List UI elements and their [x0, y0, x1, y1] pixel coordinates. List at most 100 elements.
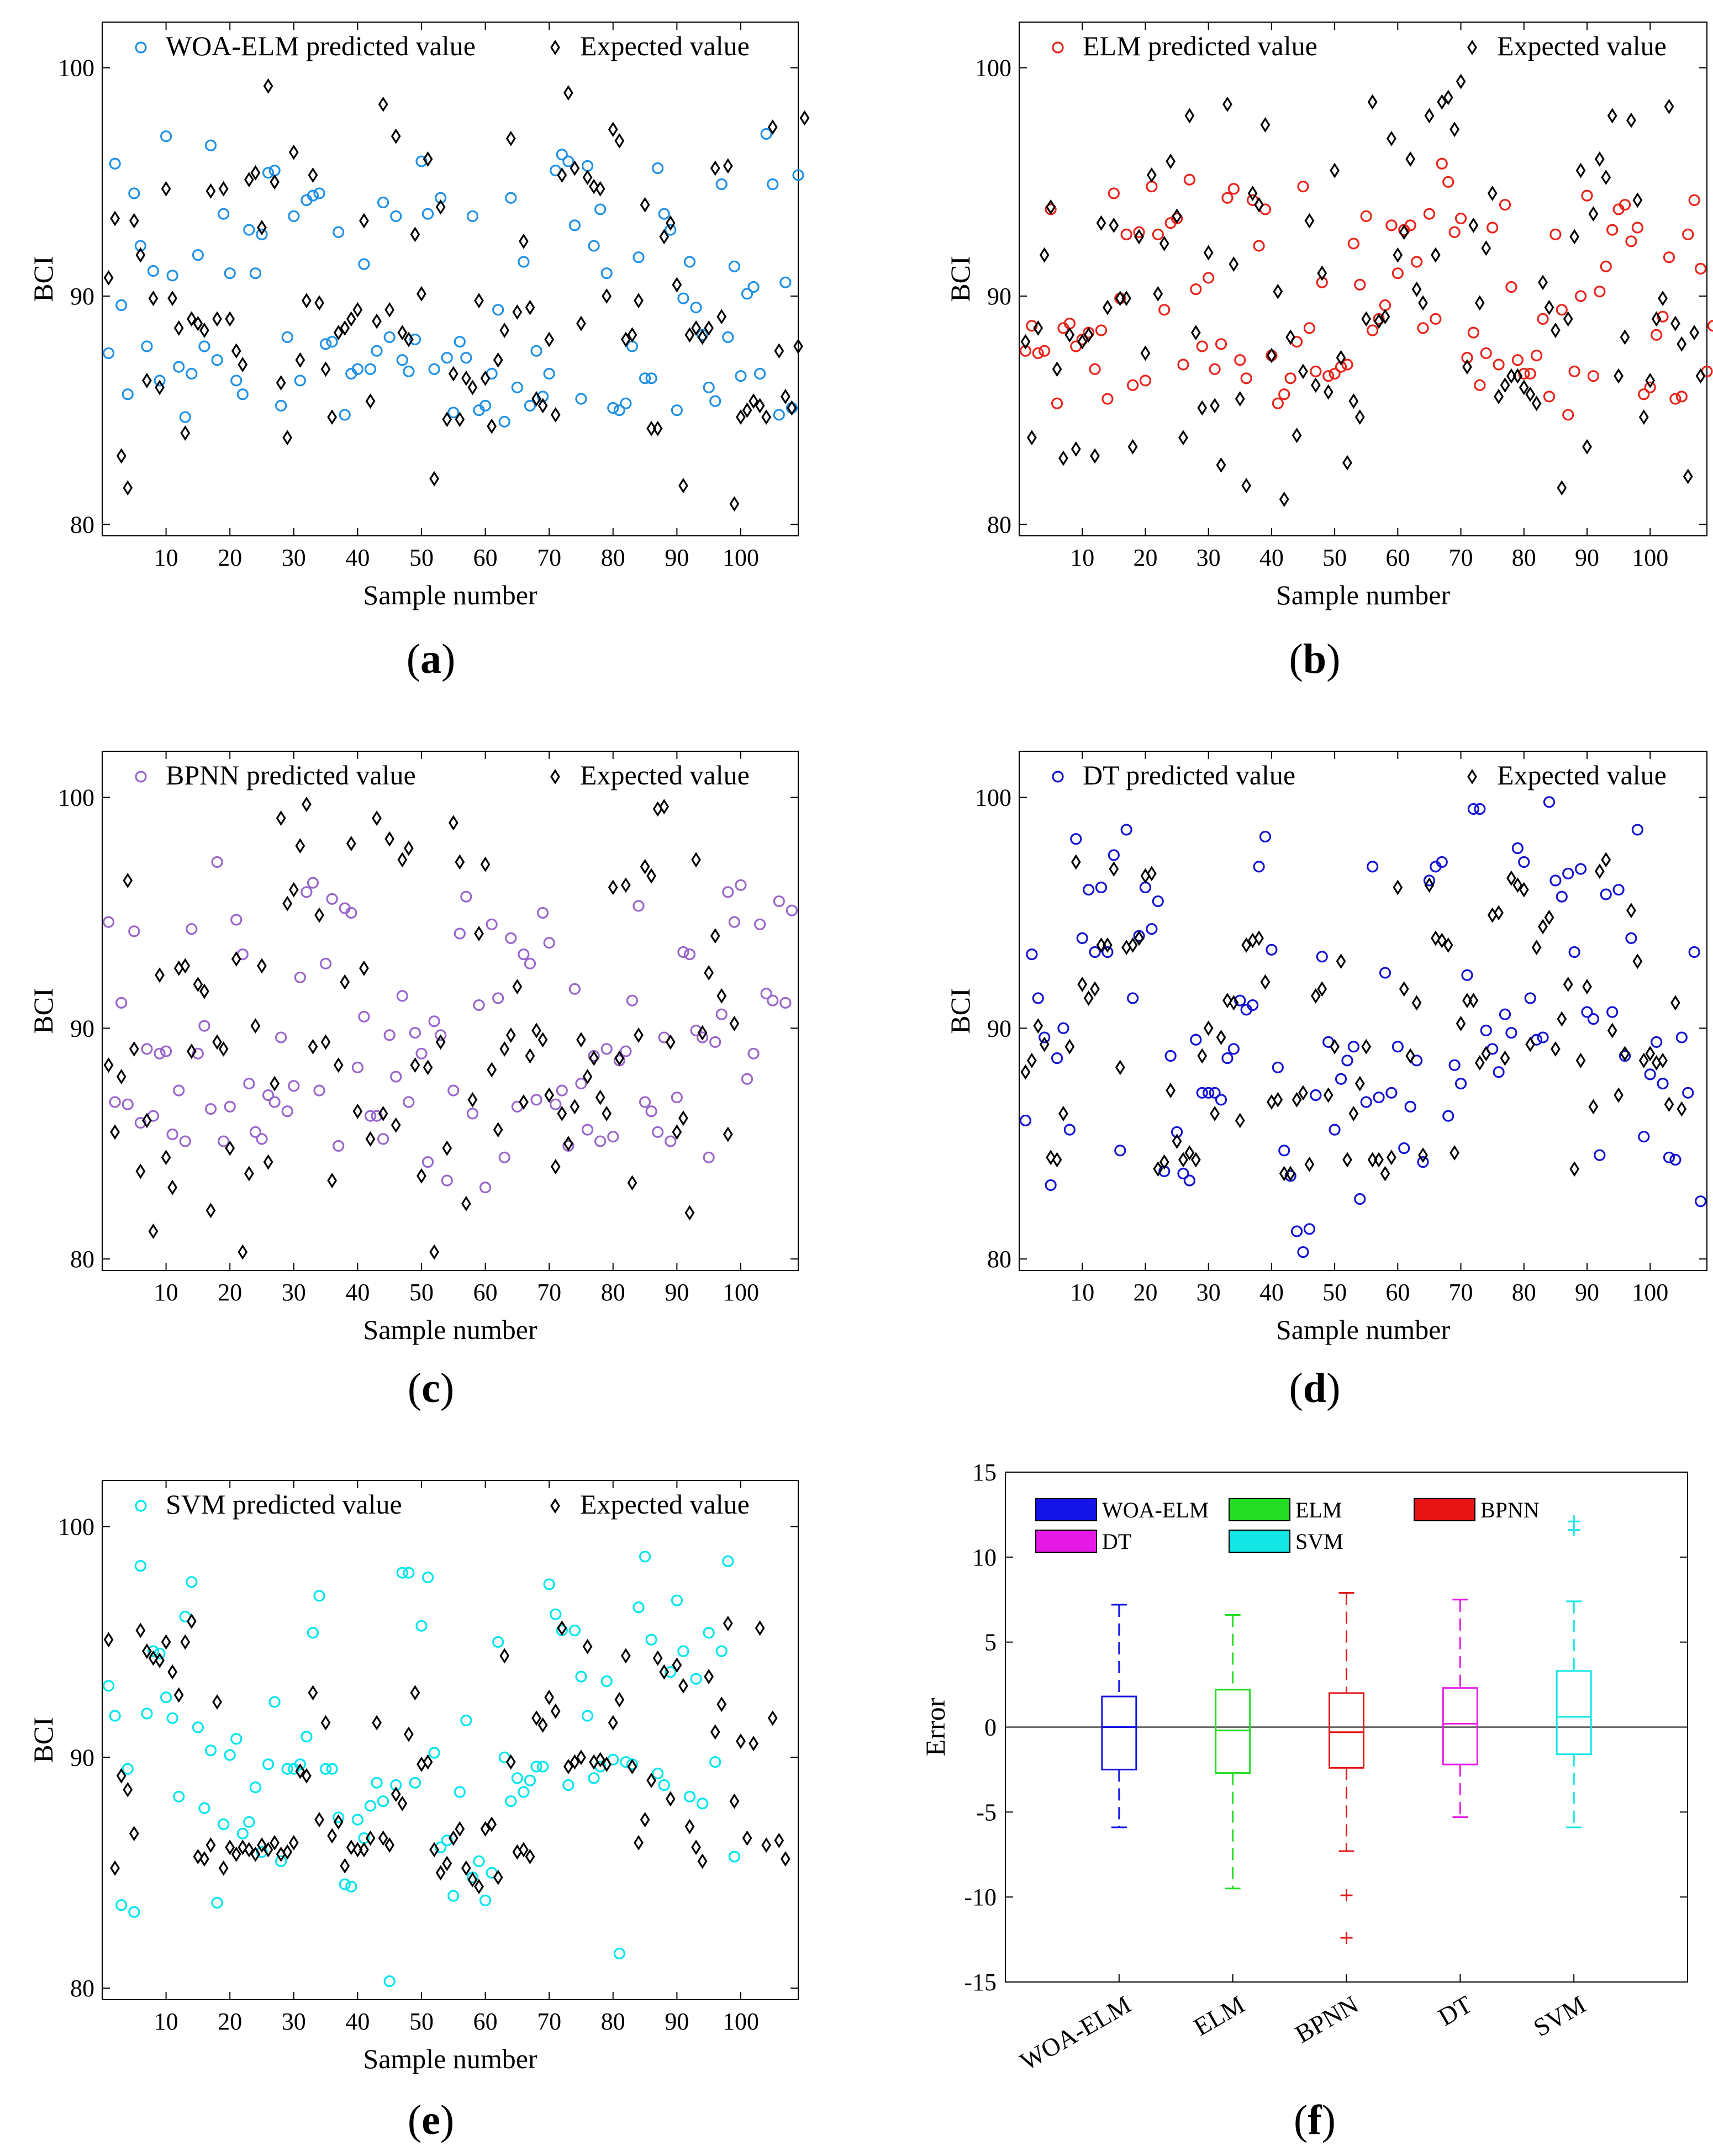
data-point-expected	[1487, 186, 1498, 201]
data-point-predicted	[236, 1827, 249, 1839]
legend-label-expected: Expected value	[580, 1489, 750, 1520]
data-point-predicted	[1669, 393, 1682, 405]
data-point-predicted	[1511, 354, 1524, 366]
data-point-predicted	[1631, 824, 1643, 836]
data-point-expected	[129, 1041, 139, 1057]
x-tick-label: 90	[1575, 1279, 1599, 1306]
data-point-predicted	[709, 395, 721, 407]
data-point-predicted	[109, 157, 121, 170]
box-woa-elm	[1101, 1604, 1137, 1828]
data-point-expected	[1588, 206, 1599, 222]
x-tick-label: 90	[665, 2008, 689, 2035]
data-point-expected	[1550, 1041, 1561, 1057]
panel-b: 80 90 100 10 20 30 40 50 60 70 80 90 100 Sample numbe…	[856, 0, 1713, 732]
data-point-expected	[512, 1844, 523, 1860]
data-point-expected	[691, 852, 701, 868]
data-point-expected	[346, 1839, 356, 1855]
data-point-expected	[537, 1032, 548, 1048]
data-point-predicted	[594, 203, 607, 215]
predicted-series	[1019, 157, 1713, 421]
data-point-predicted	[581, 160, 594, 172]
data-point-predicted	[1354, 1193, 1366, 1205]
data-point-expected	[1550, 323, 1561, 338]
data-point-predicted	[581, 1710, 594, 1722]
data-point-expected	[397, 325, 408, 341]
data-point-expected	[774, 343, 784, 359]
data-point-expected	[359, 213, 369, 229]
data-point-predicted	[1196, 1087, 1208, 1099]
data-point-expected	[1424, 877, 1435, 893]
data-point-expected	[602, 288, 612, 304]
data-point-predicted	[498, 1151, 510, 1163]
predicted-series	[1019, 796, 1707, 1258]
data-point-predicted	[1272, 1061, 1284, 1073]
legend-label: ELM	[1295, 1498, 1342, 1522]
data-point-predicted	[741, 288, 753, 300]
data-point-expected	[148, 1223, 159, 1239]
x-axis-title: Sample number	[363, 579, 537, 610]
data-point-expected	[302, 293, 312, 309]
data-point-predicted	[1543, 796, 1556, 808]
data-point-predicted	[1360, 1096, 1372, 1108]
legend-marker-predicted	[1052, 771, 1064, 783]
data-point-expected	[295, 352, 305, 368]
data-point-predicted	[256, 1133, 268, 1145]
data-point-predicted	[173, 1084, 185, 1097]
y-axis-title: BCI	[945, 988, 976, 1034]
data-point-expected	[302, 797, 312, 813]
data-point-predicted	[236, 388, 249, 400]
data-point-expected	[1393, 879, 1403, 895]
data-point-expected	[723, 158, 733, 174]
data-point-predicted	[1076, 932, 1088, 944]
data-point-expected	[493, 1122, 503, 1138]
data-point-expected	[378, 1105, 388, 1121]
data-point-predicted	[1290, 1225, 1303, 1237]
data-point-expected	[512, 979, 523, 995]
panel-f-label: (f)	[1294, 2097, 1336, 2143]
legend-marker-expected	[1467, 40, 1477, 55]
data-point-expected	[308, 1039, 318, 1055]
data-point-predicted	[1139, 375, 1152, 387]
data-point-expected	[193, 315, 203, 331]
data-point-predicted	[1543, 391, 1556, 403]
data-point-predicted	[1480, 347, 1492, 359]
data-point-predicted	[128, 1906, 140, 1918]
data-point-expected	[116, 1768, 127, 1784]
data-point-expected	[1443, 937, 1453, 953]
data-point-predicted	[192, 1721, 204, 1733]
plot-frame	[102, 751, 799, 1271]
data-point-predicted	[218, 208, 230, 220]
data-point-expected	[1241, 937, 1252, 953]
data-point-expected	[780, 388, 790, 404]
data-point-predicted	[403, 365, 415, 378]
data-point-expected	[199, 323, 209, 338]
data-point-predicted	[1089, 363, 1101, 375]
data-point-expected	[1658, 291, 1668, 307]
data-point-predicted	[1310, 365, 1322, 378]
data-point-predicted	[128, 187, 140, 199]
data-point-expected	[212, 1034, 222, 1050]
data-point-predicted	[307, 877, 319, 889]
plot-frame	[102, 1480, 799, 2000]
data-point-expected	[1462, 359, 1472, 375]
data-point-expected	[716, 1696, 727, 1712]
data-point-predicted	[160, 1691, 172, 1704]
data-point-expected	[155, 967, 165, 983]
y-axis-title: BCI	[28, 1717, 59, 1763]
data-point-expected	[531, 391, 541, 407]
data-point-expected	[1184, 108, 1195, 124]
data-point-expected	[742, 402, 752, 418]
data-point-predicted	[1316, 951, 1328, 963]
data-point-expected	[531, 1022, 541, 1039]
data-point-predicted	[345, 1880, 357, 1893]
data-point-predicted	[1518, 856, 1530, 868]
data-point-expected	[704, 965, 714, 981]
data-point-predicted	[396, 1567, 408, 1579]
scatter-chart-d: 80 90 100 10 20 30 40 50 60 70 80 90 100 Sample numbe…	[945, 751, 1707, 1345]
predicted-series	[102, 1551, 741, 1988]
box-iqr	[1442, 1687, 1478, 1765]
data-point-expected	[1387, 130, 1396, 146]
data-point-predicted	[454, 336, 466, 348]
data-point-expected	[423, 1059, 433, 1076]
data-point-expected	[659, 229, 670, 245]
